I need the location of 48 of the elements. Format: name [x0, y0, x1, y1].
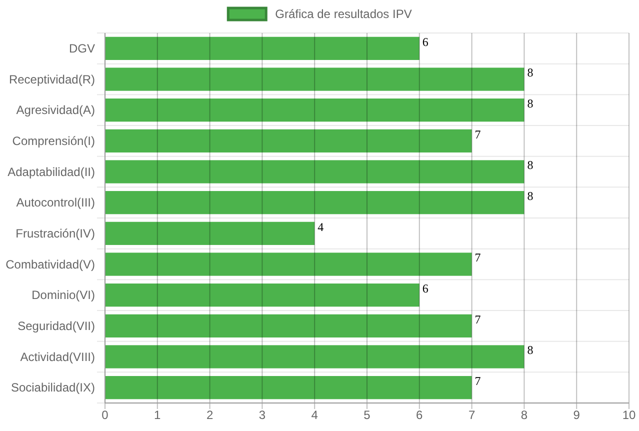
y-tick-label: Autocontrol(III): [16, 196, 95, 210]
bar: [105, 222, 315, 245]
bar: [105, 191, 524, 214]
data-label: 8: [527, 158, 534, 172]
x-tick-label: 9: [573, 408, 580, 422]
y-tick-label: DGV: [68, 41, 95, 56]
data-label: 7: [474, 374, 481, 388]
x-tick-label: 2: [206, 408, 214, 422]
series-label: Gráfica de resultados IPV: [275, 7, 412, 21]
data-label: 8: [527, 343, 534, 358]
data-label: 7: [474, 312, 481, 326]
x-tick-label: 1: [154, 408, 162, 422]
y-tick-label: Actividad(VIII): [20, 350, 95, 364]
bar: [105, 68, 524, 91]
data-label: 8: [527, 66, 534, 80]
y-tick-label: Dominio(VI): [32, 288, 95, 302]
data-label: 7: [474, 127, 481, 142]
x-tick-label: 8: [520, 408, 528, 422]
bar: [105, 252, 472, 276]
x-tick-label: 3: [258, 408, 266, 422]
data-label: 7: [474, 250, 481, 265]
bar: [105, 98, 524, 122]
data-label: 6: [422, 282, 428, 296]
x-tick-label: 6: [416, 408, 424, 422]
bar: [105, 36, 420, 60]
data-label: 8: [527, 96, 534, 111]
y-tick-label: Seguridad(VII): [18, 318, 95, 333]
y-tick-label: Sociabilidad(IX): [10, 380, 95, 395]
y-tick-label: Agresividad(A): [16, 103, 95, 118]
bar: [105, 314, 472, 338]
data-label: 6: [422, 34, 428, 49]
bar: [105, 129, 472, 152]
y-tick-label: Combatividad(V): [6, 257, 95, 272]
data-label: 4: [318, 220, 324, 234]
data-label: 8: [527, 189, 534, 204]
y-tick-label: Comprensión(I): [12, 134, 95, 148]
x-tick-label: 4: [311, 408, 318, 422]
bar: [105, 345, 524, 368]
bar: [105, 160, 524, 184]
x-tick-label: 0: [102, 408, 109, 422]
x-tick-label: 7: [468, 408, 476, 422]
x-tick-label: 10: [622, 408, 636, 422]
bar: [105, 284, 420, 307]
bar: [105, 376, 472, 400]
y-tick-label: Frustración(IV): [16, 226, 95, 240]
y-tick-label: Receptividad(R): [8, 72, 95, 86]
x-tick-label: 5: [364, 408, 371, 422]
y-tick-label: Adaptabilidad(II): [8, 164, 95, 179]
